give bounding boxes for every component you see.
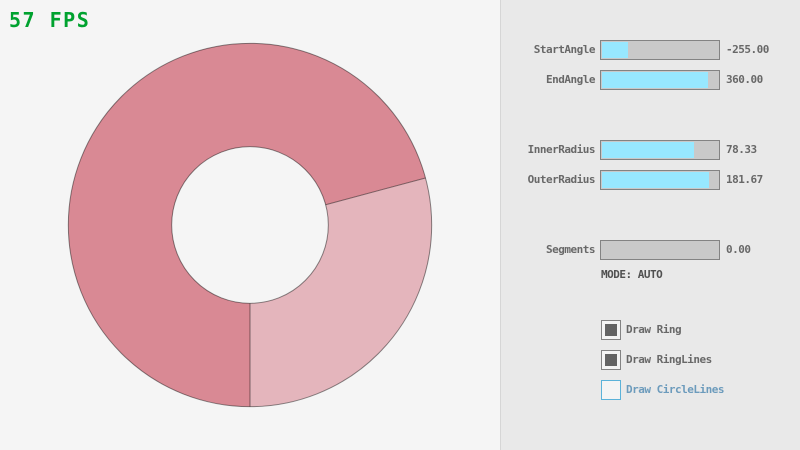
segments-mode-label: MODE: AUTO (601, 268, 663, 281)
draw-circlelines-label: Draw CircleLines (626, 383, 724, 396)
start-angle-value: -255.00 (726, 43, 769, 56)
slider-row-start-angle: StartAngle -255.00 (501, 40, 800, 60)
checkbox-row-draw-ring: Draw Ring (601, 320, 800, 340)
segments-label: Segments (546, 243, 595, 256)
fps-counter: 57 FPS (9, 8, 91, 32)
end-angle-slider[interactable] (600, 70, 720, 90)
inner-radius-label: InnerRadius (527, 143, 596, 156)
control-panel: StartAngle -255.00 EndAngle 360.00 Inner… (500, 0, 800, 450)
outer-radius-slider[interactable] (600, 170, 720, 190)
checkbox-row-draw-circlelines: Draw CircleLines (601, 380, 800, 400)
start-angle-slider[interactable] (600, 40, 720, 60)
draw-ring-checkbox[interactable] (601, 320, 621, 340)
checkmark-square-icon (605, 354, 617, 366)
end-angle-value: 360.00 (726, 73, 763, 86)
slider-row-segments: Segments 0.00 (501, 240, 800, 260)
start-angle-slider-fill (602, 42, 628, 58)
slider-row-end-angle: EndAngle 360.00 (501, 70, 800, 90)
draw-ring-label: Draw Ring (626, 323, 682, 336)
outer-radius-label: OuterRadius (527, 173, 596, 186)
ring-inner-outline (171, 146, 329, 304)
ring-sector-light (250, 177, 432, 407)
slider-row-outer-radius: OuterRadius 181.67 (501, 170, 800, 190)
segments-slider[interactable] (600, 240, 720, 260)
draw-circlelines-checkbox[interactable] (601, 380, 621, 400)
outer-radius-value: 181.67 (726, 173, 763, 186)
checkmark-square-icon (605, 324, 617, 336)
draw-ringlines-checkbox[interactable] (601, 350, 621, 370)
inner-radius-value: 78.33 (726, 143, 757, 156)
ring-sector-dark (68, 43, 426, 407)
end-angle-label: EndAngle (546, 73, 595, 86)
start-angle-label: StartAngle (533, 43, 596, 56)
ring-canvas (67, 42, 433, 408)
ring-radial-line-upper-right (325, 177, 426, 206)
segments-value: 0.00 (726, 243, 751, 256)
inner-radius-slider-fill (602, 142, 695, 158)
inner-radius-slider[interactable] (600, 140, 720, 160)
outer-radius-slider-fill (602, 172, 710, 188)
end-angle-slider-fill (602, 72, 709, 88)
ring-outer-outline (67, 42, 433, 408)
slider-row-inner-radius: InnerRadius 78.33 (501, 140, 800, 160)
draw-ringlines-label: Draw RingLines (626, 353, 712, 366)
checkbox-row-draw-ringlines: Draw RingLines (601, 350, 800, 370)
